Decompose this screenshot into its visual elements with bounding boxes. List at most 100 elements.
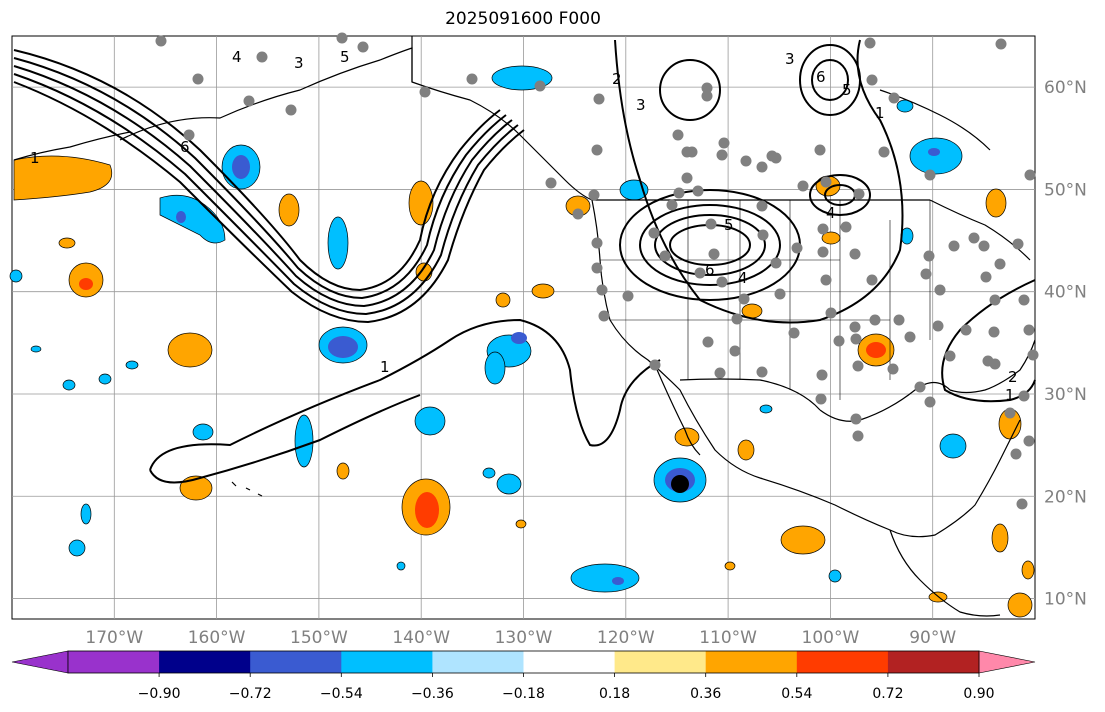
station-dot: [545, 177, 557, 189]
contour-label: 3: [294, 54, 304, 72]
negative-anomaly-area: [98, 373, 112, 385]
us-mexico-border: [679, 378, 821, 411]
north-low-contour: [659, 59, 721, 121]
station-dot: [659, 250, 671, 262]
longitude-tick-label: 130°W: [495, 628, 553, 648]
positive-anomaly-area: [515, 519, 527, 529]
station-dot: [731, 313, 743, 325]
negative-anomaly-area: [62, 379, 76, 391]
station-dot: [788, 327, 800, 339]
low-center-contour: [809, 174, 871, 216]
contour-label: 2: [1008, 368, 1018, 386]
station-dot: [924, 396, 936, 408]
negative-anomaly-area: [482, 467, 496, 479]
station-dot: [701, 82, 713, 94]
station-dot: [770, 257, 782, 269]
station-dot: [1018, 390, 1030, 402]
station-dot: [840, 221, 852, 233]
broad-contour: [614, 39, 904, 324]
station-dot: [982, 355, 994, 367]
colorbar-tick-label: 0.18: [599, 686, 630, 702]
station-dot: [920, 268, 932, 280]
positive-anomaly-area: [58, 237, 76, 249]
station-dot: [757, 229, 769, 241]
colorbar-segment: [614, 651, 707, 673]
station-dot: [849, 321, 861, 333]
gulf-of-mexico-coast: [759, 419, 1021, 538]
positive-anomaly-area: [336, 462, 350, 480]
north-low-contour: [811, 59, 849, 101]
station-dot: [869, 314, 881, 326]
longitude-tick-label: 140°W: [392, 628, 450, 648]
station-dot: [850, 413, 862, 425]
colorbar-segment: [432, 651, 524, 673]
contour-label: 4: [232, 48, 242, 66]
colorbar-segment: [796, 651, 889, 673]
colorbar-tick-label: −0.90: [138, 686, 181, 702]
central-america: [889, 529, 1001, 617]
contour-label: 1: [1005, 386, 1015, 404]
longitude-tick-label: 90°W: [909, 628, 956, 648]
positive-anomaly-area: [531, 283, 555, 299]
station-dot: [948, 240, 960, 252]
positive-anomaly-area: [79, 278, 93, 290]
positive-anomaly-area: [1021, 560, 1035, 580]
map-title: 2025091600 F000: [445, 9, 601, 29]
positive-anomaly-area: [415, 492, 439, 528]
station-dot: [729, 345, 741, 357]
latitude-tick-label: 60°N: [1044, 78, 1087, 98]
station-dot: [718, 137, 730, 149]
station-dot: [591, 144, 603, 156]
station-dot: [256, 51, 268, 63]
positive-anomaly-area: [13, 155, 113, 201]
negative-anomaly-area: [496, 473, 522, 495]
colorbar-tick-label: −0.36: [411, 686, 454, 702]
station-dot: [702, 336, 714, 348]
colorbar-tick-label: −0.18: [502, 686, 545, 702]
station-dot: [853, 188, 865, 200]
station-dot: [866, 74, 878, 86]
station-dot: [980, 271, 992, 283]
station-dot: [1016, 498, 1028, 510]
positive-anomaly-area: [780, 525, 826, 555]
station-dot: [817, 246, 829, 258]
station-dot: [968, 232, 980, 244]
contour-label: 5: [724, 216, 734, 234]
low-center-contour: [639, 204, 781, 286]
station-dot: [820, 176, 832, 188]
station-dot: [681, 172, 693, 184]
colorbar-tick-label: 0.90: [963, 686, 994, 702]
station-dot: [591, 237, 603, 249]
colorbar-segment: [887, 651, 980, 673]
station-dot: [648, 227, 660, 239]
political-boundaries: [600, 200, 931, 400]
contour-label: 2: [612, 70, 622, 88]
negative-anomaly-area: [68, 539, 86, 557]
negative-anomaly-area: [484, 351, 506, 385]
contour-label: 1: [30, 149, 40, 167]
latitude-tick-label: 40°N: [1044, 283, 1087, 303]
negative-anomaly-area: [327, 216, 349, 270]
station-dot: [852, 430, 864, 442]
negative-anomaly-area: [511, 332, 527, 344]
colorbar-segment: [250, 651, 342, 673]
positive-anomaly-area: [991, 523, 1009, 553]
station-dot: [686, 146, 698, 158]
station-dot: [878, 146, 890, 158]
baja-california: [654, 364, 701, 456]
station-dot: [419, 86, 431, 98]
station-dot: [887, 363, 899, 375]
contour-label: 1: [380, 358, 390, 376]
longitude-tick-label: 110°W: [699, 628, 757, 648]
colorbar-tick-label: −0.72: [229, 686, 272, 702]
negative-anomaly-area: [928, 148, 940, 156]
station-dot: [797, 180, 809, 192]
station-dot: [988, 326, 1000, 338]
station-dot: [960, 324, 972, 336]
broad-contour: [941, 279, 1036, 403]
station-dot: [978, 240, 990, 252]
contour-label: 6: [816, 68, 826, 86]
station-dot: [672, 129, 684, 141]
contour-label: 5: [340, 48, 350, 66]
